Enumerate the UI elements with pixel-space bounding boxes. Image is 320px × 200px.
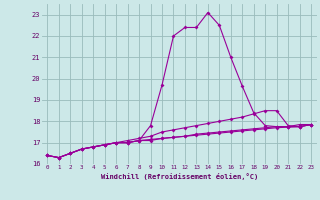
X-axis label: Windchill (Refroidissement éolien,°C): Windchill (Refroidissement éolien,°C) [100,173,258,180]
